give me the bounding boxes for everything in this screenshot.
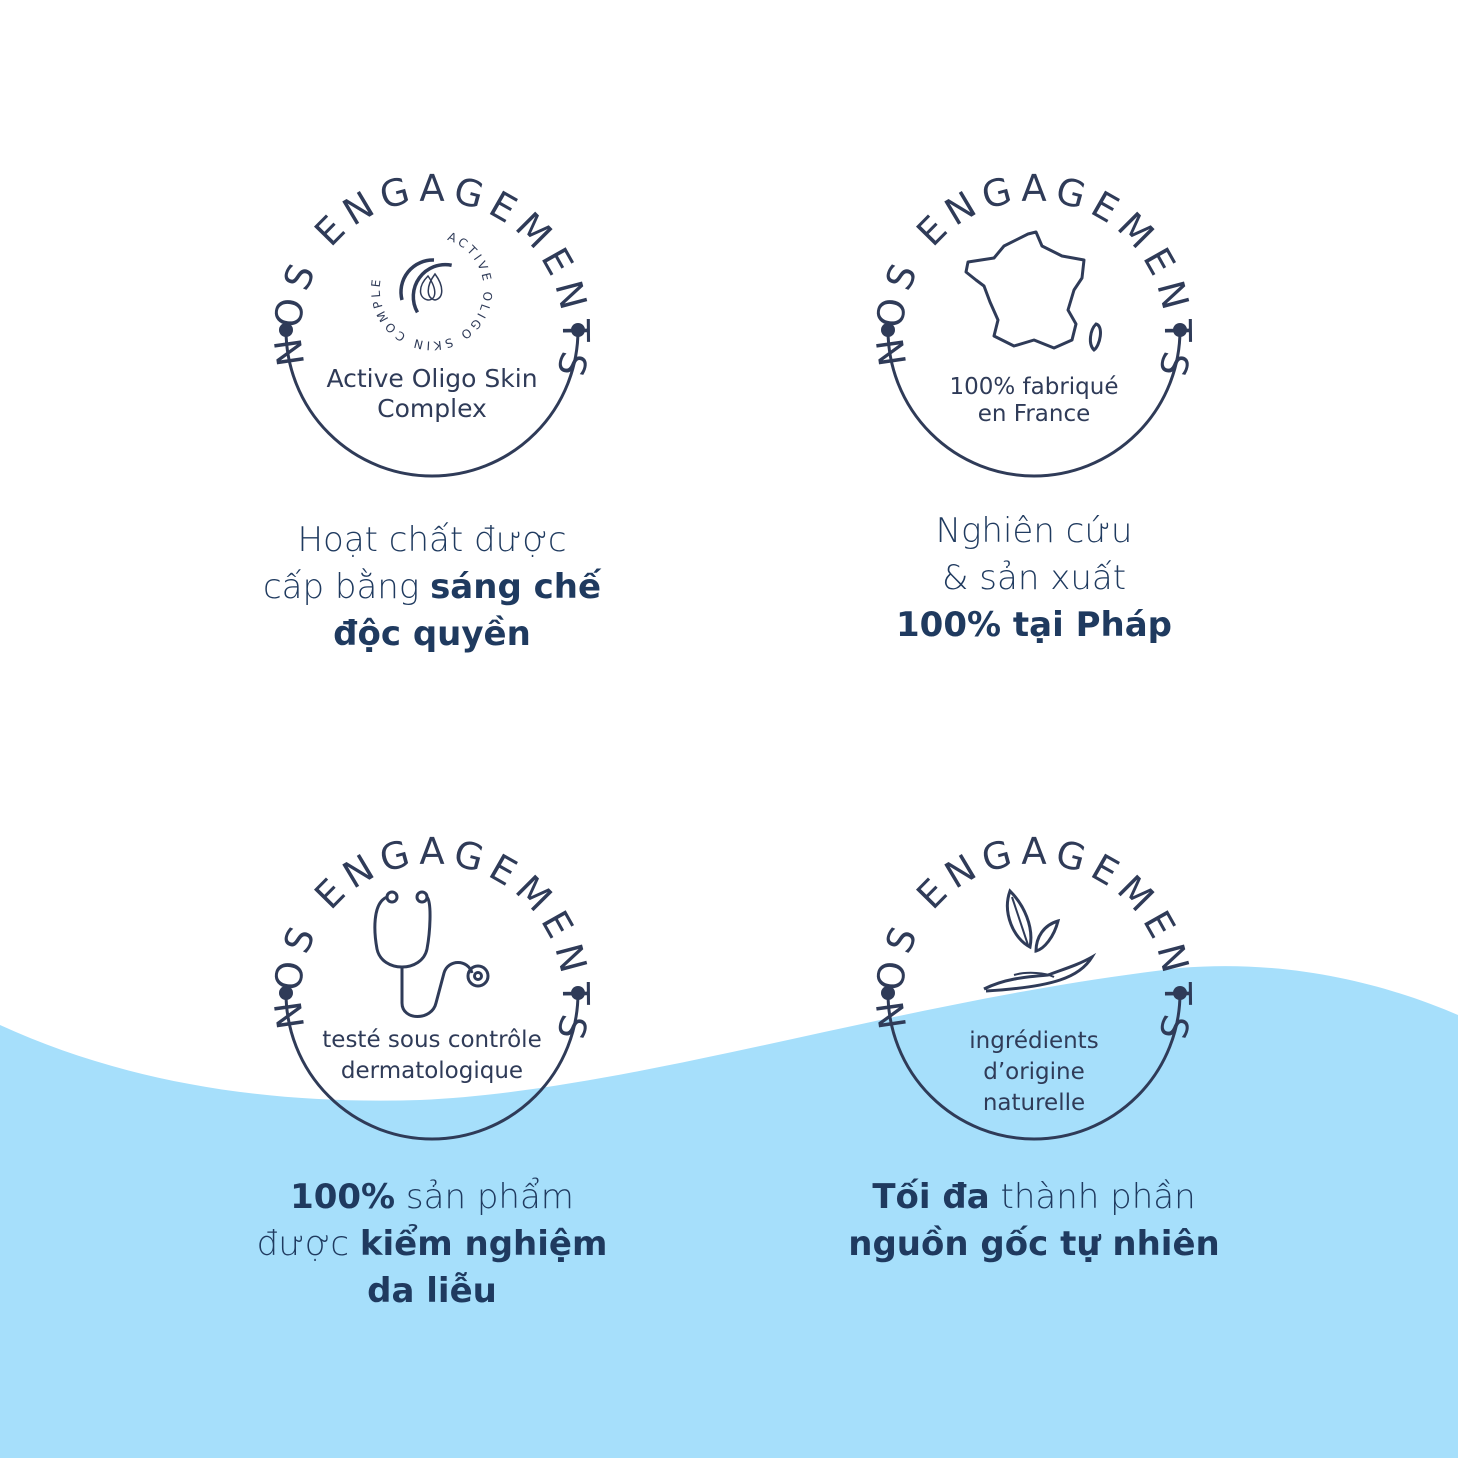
badge-label: Complex [377,394,487,423]
caption-bold: kiểm nghiệm [359,1224,608,1264]
caption-bold: Tối đa [872,1177,990,1217]
caption-bold: độc quyền [333,614,531,654]
france-map-icon [964,230,1102,352]
caption-text: sản phẩm [395,1177,574,1217]
badge-dot-left [279,323,293,337]
badge-dot-right [571,323,585,337]
caption-natural: Tối đa thành phần nguồn gốc tự nhiên [734,1174,1334,1268]
caption-bold: da liễu [367,1271,497,1311]
badge-bottom-arc [284,329,580,478]
caption-text: cấp bằng [262,567,431,607]
caption-bold: 100% tại Pháp [896,605,1172,645]
caption-bold: nguồn gốc tự nhiên [848,1224,1220,1264]
badge-arc-title: NOS ENGAGEMENTS [869,167,1200,380]
badge-dot-left [881,986,895,1000]
badge-bottom-arc [886,329,1182,478]
badge-arc-title: NOS ENGAGEMENTS [267,167,598,380]
badge-label: 100% fabriqué [949,374,1119,400]
badge-dot-left [279,986,293,1000]
caption-dermatology: 100% sản phẩm được kiểm nghiệm da liễu [132,1174,732,1315]
badge-label: en France [977,401,1091,427]
caption-line: Hoạt chất được [297,520,567,560]
caption-text: được [256,1224,360,1264]
badge-bottom-arc [284,992,580,1141]
badge-dot-right [571,986,585,1000]
badge-label: naturelle [982,1090,1086,1116]
caption-line: & sản xuất [941,558,1127,598]
badge: NOS ENGAGEMENTS ACTIVE OLIGO SKIN COMPLE… [267,167,598,478]
stethoscope-icon [373,890,490,1018]
caption-text: thành phần [989,1177,1196,1217]
badge-dot-right [1173,323,1187,337]
caption-line: Nghiên cứu [935,511,1133,551]
logo-ring-text: ACTIVE OLIGO SKIN COMPLEX [356,221,518,376]
badge-label: testé sous contrôle [322,1027,542,1053]
caption-patent: Hoạt chất được cấp bằng sáng chế độc quy… [132,517,732,658]
badge-dot-right [1173,986,1187,1000]
wave-background [0,966,1458,1458]
badge-label: d’origine [983,1059,1085,1085]
caption-france: Nghiên cứu & sản xuất 100% tại Pháp [734,508,1334,649]
badge-dot-left [881,323,895,337]
badge-label: dermatologique [340,1058,524,1084]
badge-label: Active Oligo Skin [326,364,538,393]
leaf-hand-icon [983,888,1097,993]
active-oligo-drop-icon [399,258,453,314]
caption-bold: 100% [290,1177,396,1217]
badge: NOS ENGAGEMENTS [869,167,1200,478]
caption-bold: sáng chế [430,567,602,607]
badge-label: ingrédients [969,1028,1099,1054]
badge-bottom-arc [886,992,1182,1141]
